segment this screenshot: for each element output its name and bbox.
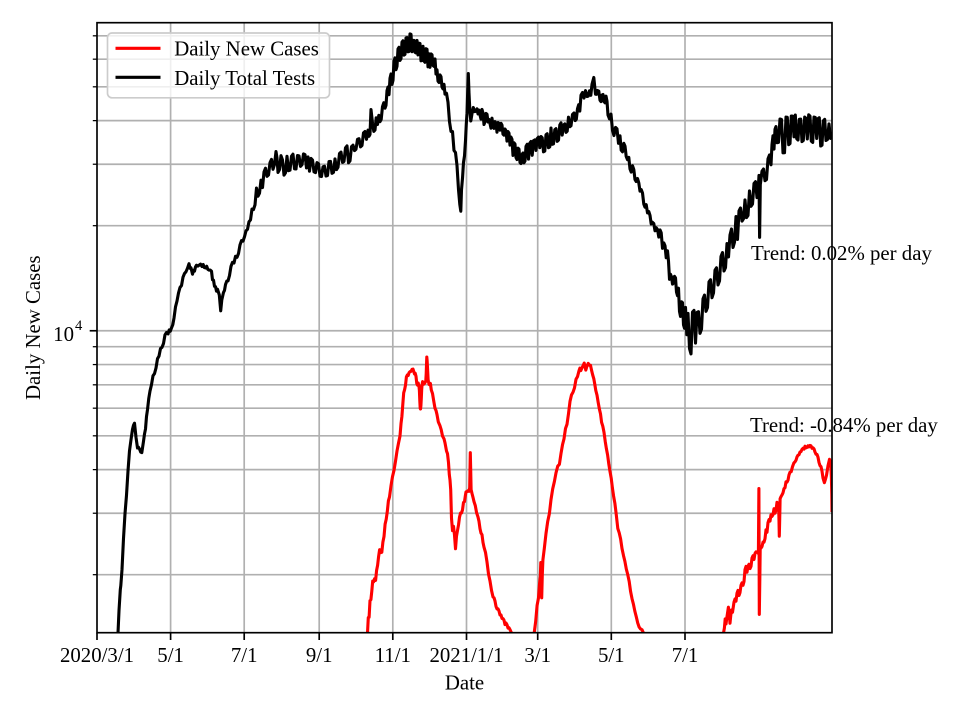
svg-text:Daily Total Tests: Daily Total Tests [174,66,315,90]
svg-text:10: 10 [53,322,74,346]
svg-text:3/1: 3/1 [524,643,551,667]
svg-text:2021/1/1: 2021/1/1 [429,643,503,667]
svg-text:Date: Date [445,671,484,695]
svg-text:4: 4 [75,318,83,334]
svg-text:7/1: 7/1 [231,643,258,667]
svg-text:Trend: 0.02% per day: Trend: 0.02% per day [751,241,932,265]
svg-text:7/1: 7/1 [672,643,699,667]
svg-text:2020/3/1: 2020/3/1 [60,643,134,667]
svg-text:11/1: 11/1 [375,643,411,667]
svg-text:9/1: 9/1 [306,643,333,667]
svg-text:Trend: -0.84% per day: Trend: -0.84% per day [750,413,938,437]
svg-text:5/1: 5/1 [598,643,625,667]
svg-text:Daily New Cases: Daily New Cases [174,37,319,61]
svg-text:5/1: 5/1 [157,643,184,667]
svg-text:Daily New Cases: Daily New Cases [21,255,45,400]
